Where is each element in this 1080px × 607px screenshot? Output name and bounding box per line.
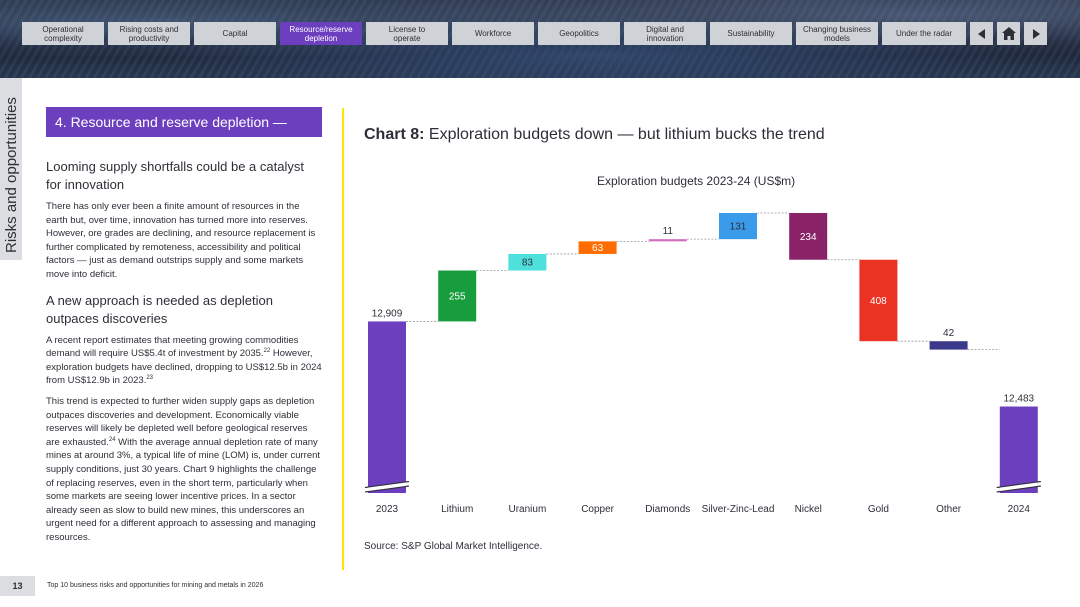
category-label: Nickel xyxy=(795,504,822,515)
chart-title-text: Exploration budgets down — but lithium b… xyxy=(424,126,825,143)
axis-break-gap xyxy=(999,482,1038,492)
category-label: Uranium xyxy=(509,504,547,515)
paragraph-2-text: A recent report estimates that meeting g… xyxy=(46,334,299,360)
data-label: 12,483 xyxy=(1004,394,1035,405)
bar-gold xyxy=(859,259,898,342)
text-column: 4. Resource and reserve depletion — Loom… xyxy=(46,107,322,544)
nav-tab-0[interactable]: Operational complexity xyxy=(22,22,104,45)
prev-button[interactable] xyxy=(970,22,993,45)
bar-nickel xyxy=(789,213,828,260)
paragraph-3: This trend is expected to further widen … xyxy=(46,395,322,545)
category-label: Lithium xyxy=(441,504,473,515)
data-label: 63 xyxy=(592,243,604,254)
paragraph-2: A recent report estimates that meeting g… xyxy=(46,334,322,388)
page-number: 13 xyxy=(0,576,35,596)
axis-break-mark xyxy=(996,481,1041,488)
axis-break-mark xyxy=(364,485,410,493)
footnote-ref-22[interactable]: 22 xyxy=(263,348,271,354)
axis-break-mark xyxy=(364,481,410,488)
category-label: Gold xyxy=(868,504,889,515)
paragraph-3-text-b: With the average annual depletion rate o… xyxy=(46,436,321,543)
paragraph-3-text: This trend is expected to further widen … xyxy=(46,395,315,448)
category-label: Copper xyxy=(581,504,614,515)
triangle-left-icon xyxy=(976,28,988,40)
chart-subtitle: Exploration budgets 2023-24 (US$m) xyxy=(597,174,796,188)
section-title: 4. Resource and reserve depletion — xyxy=(46,107,322,137)
bar-other xyxy=(929,341,968,350)
chart-title: Chart 8: Exploration budgets down — but … xyxy=(364,126,825,144)
chart-number: Chart 8: xyxy=(364,126,425,143)
top-navigation: Operational complexity Rising costs and pro… xyxy=(22,22,1047,45)
nav-tab-2[interactable]: Capital xyxy=(194,22,276,45)
side-rail: Risks and opportunities xyxy=(0,78,22,260)
category-label: Diamonds xyxy=(645,504,690,515)
footnote-ref-23[interactable]: 23 xyxy=(146,375,154,382)
bar-2023 xyxy=(368,321,406,493)
category-label: Other xyxy=(936,504,962,515)
nav-tab-8[interactable]: Sustainability xyxy=(710,22,792,45)
data-label: 255 xyxy=(449,291,466,302)
data-label: 408 xyxy=(870,296,887,307)
next-button[interactable] xyxy=(1024,22,1047,45)
footer-title: Top 10 business risks and opportunities … xyxy=(47,582,264,589)
data-label: 234 xyxy=(800,232,817,243)
subheading-supply-shortfalls: Looming supply shortfalls could be a cat… xyxy=(46,159,304,192)
axis-break-gap xyxy=(368,482,406,492)
category-label: 2023 xyxy=(376,504,399,515)
subheading-new-approach: A new approach is needed as depletion ou… xyxy=(46,292,273,326)
side-rail-label: Risks and opportunities xyxy=(3,97,20,253)
data-label: 83 xyxy=(522,258,534,269)
nav-tab-6[interactable]: Geopolitics xyxy=(538,22,620,45)
category-label: 2024 xyxy=(1008,504,1031,515)
paragraph-finite-resources: There has only ever been a finite amount… xyxy=(46,200,322,282)
paragraph-1: There has only ever been a finite amount… xyxy=(46,201,316,280)
axis-break-mark xyxy=(996,485,1041,493)
data-label: 11 xyxy=(663,226,674,237)
source-note: Source: S&P Global Market Intelligence. xyxy=(364,541,543,552)
bar-uranium xyxy=(508,253,547,271)
bar-silver-zinc-lead xyxy=(719,213,757,240)
nav-tab-7[interactable]: Digital and innovation xyxy=(624,22,706,45)
nav-tab-9[interactable]: Changing business models xyxy=(796,22,878,45)
bar-copper xyxy=(578,241,617,254)
category-label: Silver-Zinc-Lead xyxy=(702,504,775,515)
bar-diamonds xyxy=(648,239,687,242)
home-icon xyxy=(1001,27,1016,40)
home-button[interactable] xyxy=(997,22,1020,45)
data-label: 131 xyxy=(730,222,747,233)
waterfall-chart: 12,909 2023 255 Lithium 83 Uranium 63 Copper 11 D… xyxy=(364,212,1041,515)
nav-tab-5[interactable]: Workforce xyxy=(452,22,534,45)
bar-lithium xyxy=(438,270,477,322)
triangle-right-icon xyxy=(1030,28,1042,40)
data-label: 42 xyxy=(943,328,955,339)
paragraph-2-text-b: However, exploration budgets have declin… xyxy=(46,348,322,387)
paragraph-group: A recent report estimates that meeting g… xyxy=(46,334,322,545)
data-label: 12,909 xyxy=(372,308,403,319)
yellow-divider xyxy=(342,108,344,570)
nav-tab-1[interactable]: Rising costs and productivity xyxy=(108,22,190,45)
nav-tab-4[interactable]: License to operate xyxy=(366,22,448,45)
bar-2024 xyxy=(999,406,1038,493)
nav-tab-10[interactable]: Under the radar xyxy=(882,22,966,45)
footnote-ref-24[interactable]: 24 xyxy=(108,436,116,443)
nav-tab-3[interactable]: Resource/reserve depletion xyxy=(280,22,362,45)
